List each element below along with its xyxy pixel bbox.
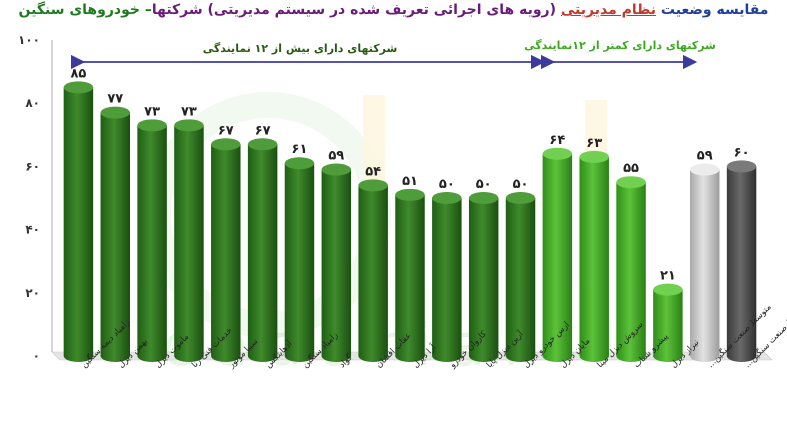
y-axis-ticks: ۰ ۲۰ ۴۰ ۶۰ ۸۰ ۱۰۰ bbox=[18, 33, 40, 363]
bar bbox=[653, 289, 683, 362]
data-label: ۶۱ bbox=[292, 142, 308, 157]
bar bbox=[174, 125, 204, 362]
title-part-3: (رویه های اجرائی تعریف شده در سیستم مدیر… bbox=[151, 2, 557, 18]
bar-top bbox=[726, 160, 757, 173]
data-label: ۵۰ bbox=[476, 177, 492, 192]
y-tick-label: ۱۰۰ bbox=[18, 33, 40, 47]
bar bbox=[284, 163, 315, 362]
bar bbox=[211, 144, 241, 362]
group-right-label: شرکتهای دارای کمتر از ۱۲نمایندگی bbox=[524, 39, 716, 52]
data-label: ۷۷ bbox=[107, 92, 123, 107]
chart-title: مقایسه وضعیت نظام مدیریتی (رویه های اجرا… bbox=[0, 2, 787, 18]
data-label: ۵۰ bbox=[513, 177, 529, 192]
y-tick-label: ۴۰ bbox=[25, 223, 40, 237]
bar-top bbox=[579, 150, 609, 163]
bar-top bbox=[63, 81, 94, 94]
data-label: ۶۷ bbox=[218, 123, 234, 138]
data-label: ۸۵ bbox=[70, 66, 86, 81]
data-label: ۵۵ bbox=[623, 161, 639, 176]
bar-top bbox=[174, 119, 204, 132]
bar bbox=[542, 153, 573, 362]
bar-top bbox=[395, 188, 425, 201]
y-tick-label: ۰ bbox=[33, 349, 40, 363]
bar bbox=[321, 169, 352, 362]
data-label: ۶۷ bbox=[255, 123, 271, 138]
bar bbox=[100, 112, 130, 363]
bar bbox=[616, 182, 646, 362]
data-label: ۶۰ bbox=[734, 145, 750, 160]
bar bbox=[579, 156, 609, 362]
data-label: ۵۹ bbox=[328, 149, 344, 164]
y-tick-label: ۸۰ bbox=[25, 96, 40, 110]
bar bbox=[63, 87, 94, 363]
title-part-2: نظام مدیریتی bbox=[560, 2, 657, 18]
data-label: ۶۳ bbox=[586, 136, 602, 151]
bar bbox=[726, 166, 757, 362]
y-tick-label: ۶۰ bbox=[25, 159, 40, 173]
bar-top bbox=[468, 192, 499, 204]
bar-top bbox=[358, 179, 388, 192]
bar bbox=[690, 169, 720, 362]
data-label: ۷۳ bbox=[144, 104, 160, 119]
data-label: ۲۱ bbox=[660, 269, 676, 284]
bar bbox=[468, 198, 499, 362]
y-tick-label: ۲۰ bbox=[25, 286, 40, 300]
bar-top bbox=[284, 157, 315, 170]
bars bbox=[63, 81, 757, 363]
data-label: ۶۴ bbox=[549, 133, 565, 148]
data-label: ۵۹ bbox=[697, 149, 713, 164]
bar-top bbox=[247, 138, 278, 151]
bar bbox=[505, 198, 536, 362]
data-label: ۵۰ bbox=[439, 177, 455, 192]
bar-top bbox=[690, 163, 720, 176]
bar-top bbox=[137, 119, 167, 132]
bar-top bbox=[653, 283, 683, 296]
title-part-1: مقایسه وضعیت bbox=[660, 2, 769, 18]
bar bbox=[432, 198, 462, 362]
value-labels: ۸۵ ۷۷ ۷۳ ۷۳ ۶۷ ۶۷ ۶۱ ۵۹ ۵۴ ۵۱ ۵۰ ۵۰ ۵۰ ۶۴ ۶۳ ۵۵ ۲۱ ۵۹ ۶۰ bbox=[70, 66, 749, 283]
title-part-4: – خودروهای سنگین bbox=[18, 2, 152, 18]
data-label: ۵۴ bbox=[365, 164, 381, 179]
bar-top bbox=[505, 192, 536, 204]
bar bbox=[247, 144, 278, 362]
bar-top bbox=[211, 138, 241, 151]
bar bbox=[395, 194, 425, 362]
bar-top bbox=[100, 106, 130, 119]
bar-top bbox=[432, 192, 462, 204]
data-label: ۵۱ bbox=[402, 174, 418, 189]
group-left-label: شرکتهای دارای بیش از ۱۲ نمایندگی bbox=[203, 42, 398, 55]
bar-top bbox=[321, 163, 352, 176]
bar bbox=[358, 185, 388, 362]
data-label: ۷۳ bbox=[181, 104, 197, 119]
bar bbox=[137, 125, 167, 362]
bar-top bbox=[616, 176, 646, 189]
bar-top bbox=[542, 147, 573, 160]
